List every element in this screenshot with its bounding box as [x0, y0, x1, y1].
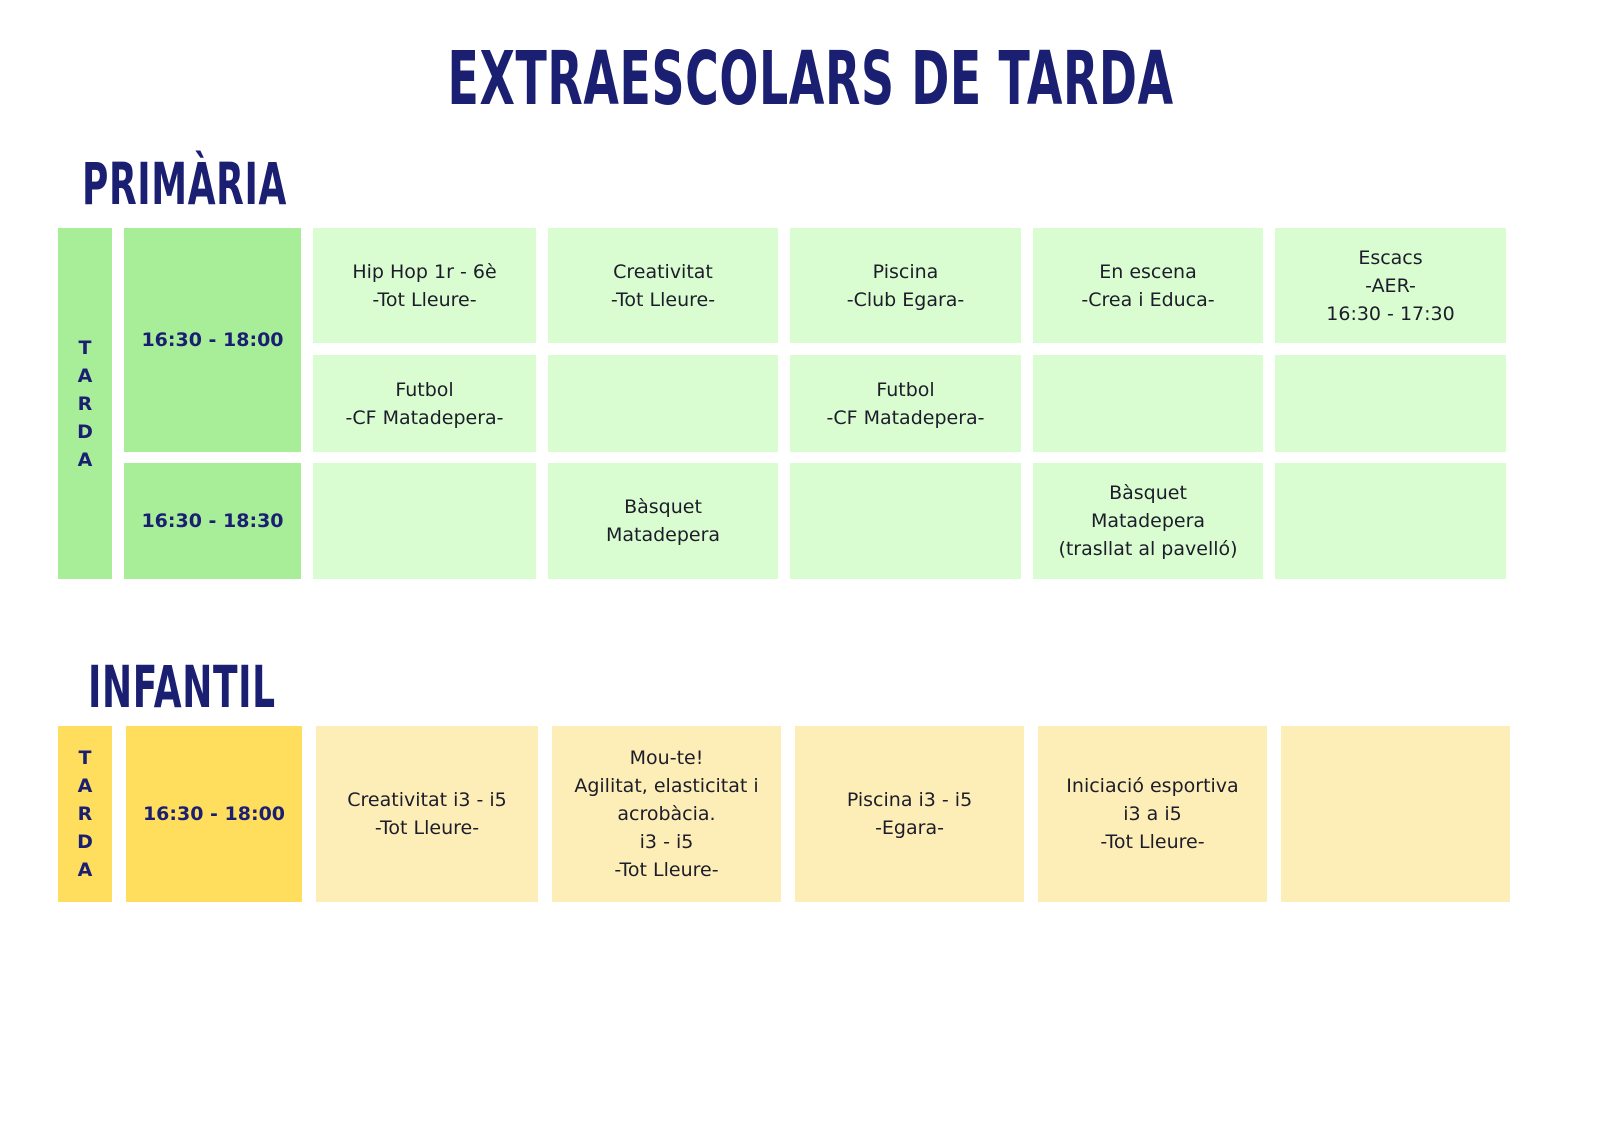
primaria-time-slot-1: 16:30 - 18:00 — [124, 228, 301, 452]
activity-cell: Futbol -CF Matadepera- — [313, 355, 536, 452]
infantil-side-label: T A R D A — [58, 726, 112, 902]
activity-cell: Mou-te! Agilitat, elasticitat i acrobàci… — [552, 726, 781, 902]
activity-cell — [1281, 726, 1510, 902]
side-letter: A — [77, 448, 93, 471]
side-letter: D — [77, 420, 93, 443]
activity-cell — [1275, 463, 1506, 579]
side-letter: R — [77, 803, 93, 825]
side-letter: D — [77, 831, 93, 853]
side-letter: A — [77, 859, 93, 881]
primaria-side-label: T A R D A — [58, 228, 112, 579]
section-title-infantil: INFANTIL — [88, 653, 276, 721]
activity-cell — [1033, 355, 1263, 452]
side-letter: T — [78, 747, 92, 769]
activity-cell: Piscina i3 - i5 -Egara- — [795, 726, 1024, 902]
activity-cell: Piscina -Club Egara- — [790, 228, 1021, 343]
side-letter: A — [77, 364, 93, 387]
page-title: EXTRAESCOLARS DE TARDA — [447, 36, 1174, 122]
activity-cell: Creativitat i3 - i5 -Tot Lleure- — [316, 726, 538, 902]
infantil-time-slot-1: 16:30 - 18:00 — [126, 726, 302, 902]
activity-cell: Bàsquet Matadepera (trasllat al pavelló) — [1033, 463, 1263, 579]
activity-cell: Iniciació esportiva i3 a i5 -Tot Lleure- — [1038, 726, 1267, 902]
activity-cell: Hip Hop 1r - 6è -Tot Lleure- — [313, 228, 536, 343]
activity-cell — [548, 355, 778, 452]
activity-cell: Bàsquet Matadepera — [548, 463, 778, 579]
side-letter: T — [78, 336, 92, 359]
side-letter: A — [77, 775, 93, 797]
activity-cell — [1275, 355, 1506, 452]
activity-cell: Escacs -AER- 16:30 - 17:30 — [1275, 228, 1506, 343]
side-letter: R — [77, 392, 93, 415]
activity-cell — [790, 463, 1021, 579]
activity-cell: En escena -Crea i Educa- — [1033, 228, 1263, 343]
section-title-primaria: PRIMÀRIA — [82, 150, 287, 218]
activity-cell: Creativitat -Tot Lleure- — [548, 228, 778, 343]
primaria-time-slot-2: 16:30 - 18:30 — [124, 463, 301, 579]
activity-cell — [313, 463, 536, 579]
activity-cell: Futbol -CF Matadepera- — [790, 355, 1021, 452]
